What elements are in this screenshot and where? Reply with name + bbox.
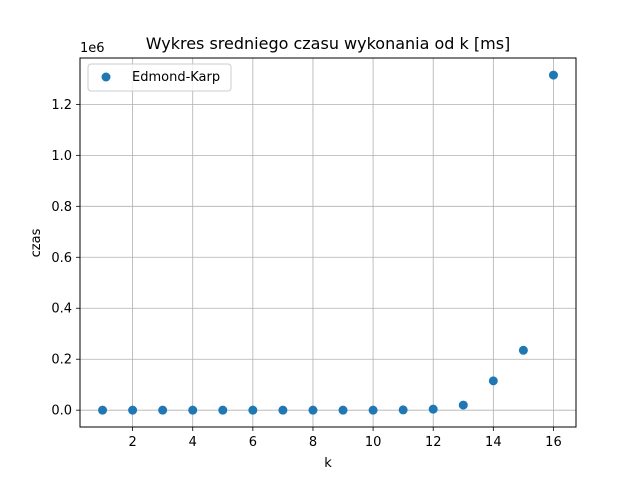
data-point [248,405,258,415]
data-point [218,405,228,415]
y-tick-label: 1.2 [51,98,72,113]
y-tick-label: 0.6 [51,251,72,266]
data-point [158,405,168,415]
data-point [428,404,438,414]
x-tick-label: 16 [545,435,562,450]
data-point [368,405,378,415]
axis-ticks: 2 4 6 8 10 12 14 16 0.0 0.2 0.4 0.6 0.8 1.0 1.2 [51,98,561,450]
data-point [128,405,138,415]
y-tick-label: 0.0 [51,404,72,419]
chart-title: Wykres sredniego czasu wykonania od k [m… [146,34,511,53]
legend: Edmond-Karp [87,63,232,92]
data-point [518,345,528,355]
data-point [458,400,468,410]
data-point [188,405,198,415]
y-tick-label: 1.0 [51,149,72,164]
y-axis-label: czas [29,228,44,257]
x-tick-label: 8 [309,435,317,450]
data-points [98,70,558,415]
data-point [398,405,408,415]
plot-frame [79,57,577,428]
y-tick-label: 0.4 [51,302,72,317]
data-point [548,70,558,80]
legend-marker [101,72,111,82]
x-tick-label: 4 [189,435,197,450]
data-point [98,405,108,415]
data-point [278,405,288,415]
data-point [338,405,348,415]
data-point [488,376,498,386]
x-tick-label: 10 [365,435,382,450]
y-offset-text: 1e6 [80,41,105,56]
x-axis-label: k [324,456,332,471]
legend-box [87,63,232,92]
data-point [308,405,318,415]
x-tick-label: 12 [425,435,442,450]
y-tick-label: 0.8 [51,200,72,215]
y-tick-label: 0.2 [51,353,72,368]
x-tick-label: 14 [485,435,502,450]
legend-label: Edmond-Karp [132,70,220,85]
x-tick-label: 6 [249,435,257,450]
x-tick-label: 2 [128,435,136,450]
